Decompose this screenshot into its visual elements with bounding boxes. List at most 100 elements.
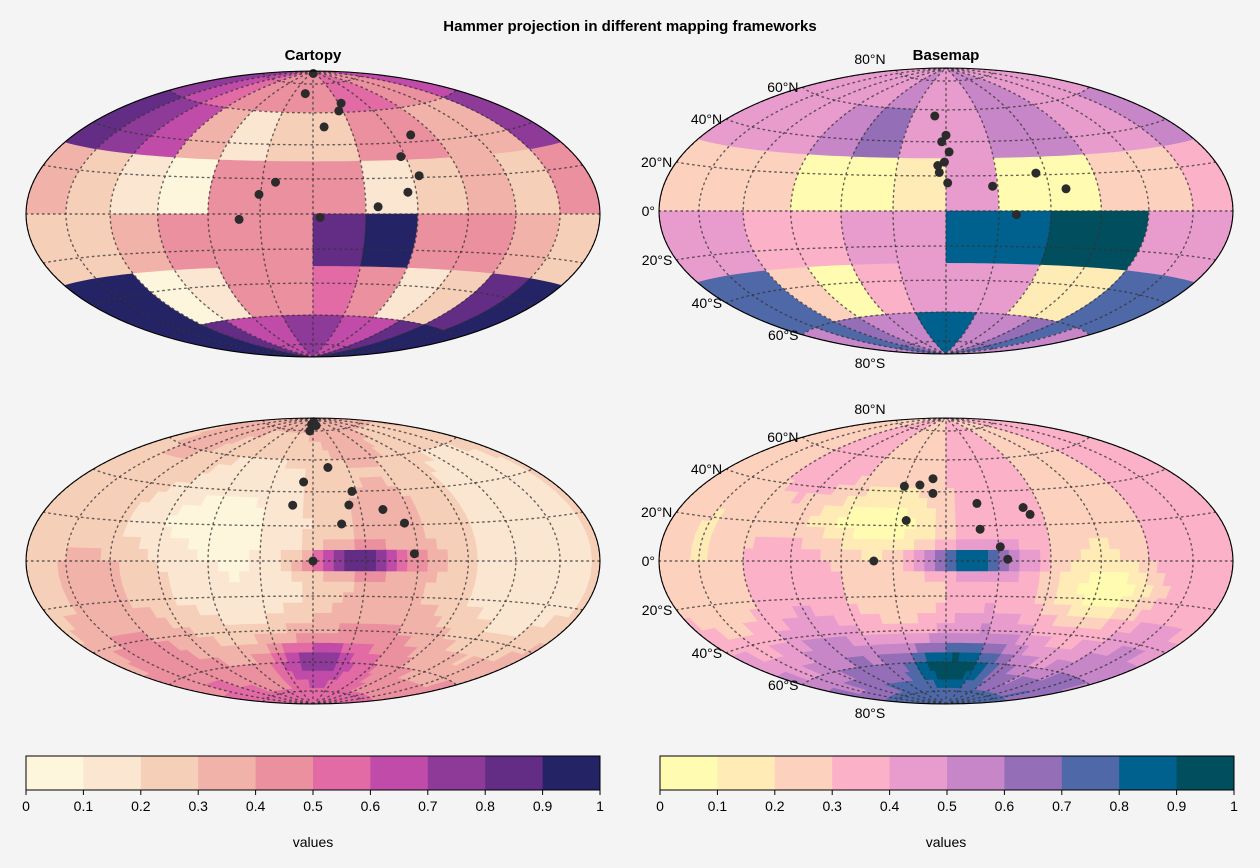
contour-cell (936, 498, 947, 510)
contour-cell (217, 549, 230, 562)
contour-cell (532, 560, 544, 575)
contour-cell (936, 623, 947, 634)
contour-cell (945, 468, 955, 480)
map-cell (259, 160, 314, 215)
contour-cell (907, 497, 920, 509)
contour-cell (312, 478, 322, 489)
contour-cell (73, 547, 85, 562)
contour-cell (1048, 538, 1062, 551)
contour-cell (282, 602, 295, 614)
figure-title: Hammer projection in different mapping f… (443, 18, 816, 35)
panel-title-basemap: Basemap (913, 47, 980, 64)
colorbar-segment (1119, 756, 1177, 790)
contour-cell (282, 508, 295, 520)
scatter-point (975, 524, 985, 534)
contour-cell (810, 549, 822, 562)
contour-cell (415, 571, 429, 584)
contour-cell (1119, 548, 1131, 562)
contour-cell (312, 518, 324, 530)
contour-cell (353, 528, 366, 541)
contour-cell (715, 547, 727, 562)
contour-cell (285, 623, 297, 635)
contour-cell (259, 549, 272, 562)
colorbar-segment (660, 756, 718, 790)
contour-cell (1050, 560, 1062, 573)
contour-cell (467, 548, 479, 562)
contour-cell (964, 508, 977, 520)
lat-tick-label: 40°S (692, 645, 723, 661)
contour-cell (207, 560, 220, 573)
contour-cell (790, 549, 802, 562)
contour-cell (997, 571, 1010, 583)
colorbar-segment (485, 756, 543, 790)
contour-cell (238, 560, 251, 573)
contour-cell (954, 497, 966, 510)
contour-cell (373, 528, 387, 541)
contour-cell (271, 592, 284, 604)
contour-cell (147, 548, 159, 562)
contour-cell (312, 468, 322, 480)
contour-cell (872, 528, 886, 541)
contour-cell (157, 549, 169, 562)
contour-cell (395, 538, 408, 551)
contour-cell (1028, 538, 1041, 551)
lat-tick-label: 80°S (855, 705, 886, 721)
contour-cell (935, 529, 947, 541)
contour-cell (936, 488, 947, 499)
contour-cell (167, 560, 179, 573)
contour-cell (291, 571, 304, 583)
contour-cell (1038, 571, 1052, 584)
contour-cell (1100, 548, 1112, 562)
contour-cell (976, 539, 989, 551)
contour-cell (1048, 571, 1062, 584)
scatter-point (988, 181, 998, 191)
contour-cell (523, 547, 535, 562)
contour-cell (343, 528, 356, 541)
contour-cell (270, 539, 283, 551)
contour-cell (966, 550, 979, 562)
contour-cell (945, 498, 956, 510)
lat-tick-label: 20°N (641, 504, 672, 520)
contour-cell (270, 581, 283, 594)
contour-cell (937, 642, 947, 654)
contour-cell (884, 592, 897, 604)
contour-cell (955, 508, 967, 520)
scatter-point (1011, 210, 1021, 220)
scatter-point (915, 480, 925, 490)
panel-title-cartopy: Cartopy (285, 47, 342, 64)
contour-cell (385, 538, 398, 551)
contour-cell (322, 581, 335, 594)
scatter-point (928, 474, 938, 484)
contour-cell (281, 592, 294, 604)
lat-tick-label: 60°S (768, 677, 799, 693)
contour-cell (976, 581, 989, 594)
colorbar-segment (889, 756, 948, 790)
colorbar-segment (832, 756, 890, 790)
contour-cell (1060, 560, 1072, 573)
contour-cell (128, 548, 140, 562)
contour-cell (167, 549, 179, 562)
contour-cell (851, 538, 864, 551)
contour-cell (918, 487, 930, 499)
contour-cell (333, 560, 346, 572)
contour-cell (305, 459, 314, 470)
contour-cell (304, 642, 314, 654)
contour-cell (486, 560, 498, 574)
contour-cell (197, 571, 211, 584)
contour-cell (406, 560, 419, 573)
contour-cell (1090, 560, 1102, 573)
scatter-point (1061, 184, 1071, 194)
contour-cell (363, 581, 376, 594)
scatter-point (378, 505, 388, 514)
contour-cell (915, 508, 928, 520)
contour-cell (100, 560, 112, 574)
contour-cell (925, 592, 937, 604)
colorbar-tick-label: 0.1 (74, 798, 94, 814)
contour-cell (228, 549, 240, 562)
contour-cell (312, 508, 324, 520)
lat-tick-label: 20°S (642, 602, 673, 618)
colorbar-tick-label: 0.1 (708, 798, 728, 814)
contour-cell (883, 581, 896, 594)
contour-cell (251, 592, 264, 604)
contour-cell (724, 560, 736, 575)
